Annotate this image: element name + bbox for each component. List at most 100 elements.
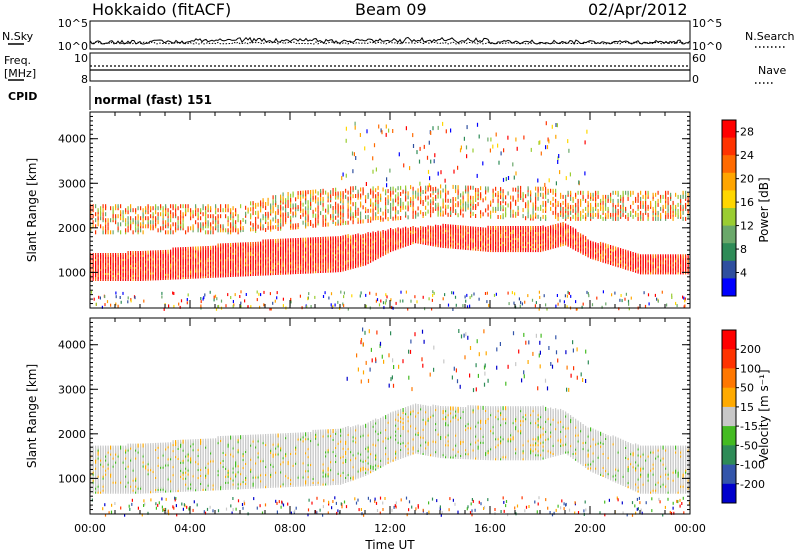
power-echo-cell [202, 212, 204, 217]
power-echo-cell [225, 271, 227, 276]
power-echo-cell [535, 200, 537, 205]
power-noise-cell [244, 299, 246, 303]
nsearch-tick-top: 10^5 [692, 17, 722, 30]
power-echo-cell [607, 212, 609, 217]
power-echo-cell [152, 224, 154, 229]
power-noise-cell [511, 291, 513, 295]
power-sparse-cell [537, 178, 539, 183]
power-echo-cell [477, 239, 479, 243]
power-echo-cell [370, 202, 372, 207]
power-echo-cell [530, 232, 532, 237]
power-noise-cell [322, 295, 325, 298]
power-echo-cell [492, 232, 494, 237]
power-echo-cell [592, 192, 594, 197]
power-echo-cell [500, 187, 502, 192]
power-echo-cell [640, 196, 642, 201]
power-echo-cell [250, 242, 252, 247]
power-noise-cell [484, 292, 487, 295]
power-echo-cell [370, 246, 372, 251]
power-echo-cell [227, 228, 229, 233]
power-noise-cell [376, 298, 379, 302]
power-echo-cell [540, 186, 542, 191]
power-echo-cell [457, 189, 459, 194]
power-echo-cell [500, 201, 502, 206]
power-echo-cell [152, 262, 154, 267]
power-sparse-cell [476, 122, 479, 127]
power-echo-cell [117, 222, 119, 227]
power-noise-cell [399, 299, 401, 303]
power-echo-cell [307, 222, 309, 227]
power-echo-cell [537, 186, 539, 191]
power-echo-cell [497, 191, 499, 195]
power-echo-cell [302, 212, 304, 217]
power-echo-cell [640, 210, 642, 215]
power-echo-cell [95, 224, 97, 229]
power-noise-cell [444, 293, 446, 297]
power-echo-cell [160, 212, 162, 217]
power-echo-cell [467, 203, 469, 208]
power-echo-cell [530, 214, 532, 219]
power-echo-cell [102, 253, 104, 257]
power-echo-cell [430, 193, 432, 198]
power-echo-cell [127, 228, 129, 233]
power-echo-cell [552, 202, 554, 207]
power-echo-cell [530, 226, 532, 230]
power-echo-cell [222, 243, 224, 248]
power-echo-cell [117, 226, 119, 231]
power-echo-cell [395, 194, 397, 199]
power-sparse-cell [419, 181, 421, 186]
power-echo-cell [520, 190, 522, 194]
power-echo-cell [465, 225, 467, 230]
power-echo-cell [610, 192, 612, 197]
power-echo-cell [537, 226, 539, 230]
power-echo-cell [105, 224, 107, 229]
power-echo-cell [462, 225, 464, 230]
power-echo-cell [220, 208, 222, 213]
power-echo-cell [360, 234, 362, 239]
power-noise-cell [661, 290, 663, 294]
power-echo-cell [565, 194, 567, 199]
power-echo-cell [315, 213, 317, 218]
power-echo-cell [287, 238, 289, 243]
power-echo-cell [500, 215, 502, 220]
power-echo-cell [612, 198, 614, 203]
power-echo-cell [242, 226, 244, 230]
power-echo-cell [172, 230, 174, 235]
power-echo-cell [250, 207, 252, 212]
power-echo-cell [445, 204, 447, 209]
power-noise-cell [431, 298, 433, 302]
power-echo-cell [170, 251, 172, 256]
power-echo-cell [497, 203, 499, 207]
power-echo-cell [592, 212, 594, 217]
power-echo-cell [575, 202, 577, 207]
power-echo-cell [660, 266, 662, 271]
power-echo-cell [395, 198, 397, 203]
power-noise-cell [375, 292, 377, 296]
power-echo-cell [575, 214, 577, 219]
power-echo-cell [397, 216, 399, 221]
power-noise-cell [200, 297, 202, 300]
power-noise-cell [110, 303, 112, 307]
power-echo-cell [595, 242, 597, 247]
power-echo-cell [685, 194, 687, 199]
power-echo-cell [562, 200, 564, 205]
power-echo-cell [495, 186, 497, 191]
power-echo-cell [550, 200, 552, 205]
power-echo-cell [322, 196, 324, 201]
power-echo-cell [205, 246, 207, 251]
power-echo-cell [405, 226, 407, 231]
power-echo-cell [510, 201, 512, 206]
power-echo-cell [237, 214, 239, 219]
power-echo-cell [487, 225, 489, 230]
power-noise-cell [471, 294, 473, 298]
power-noise-cell [351, 294, 353, 298]
power-noise-cell [513, 301, 515, 305]
power-echo-cell [192, 246, 194, 251]
power-echo-cell [115, 253, 117, 257]
power-echo-cell [360, 187, 362, 192]
power-echo-cell [582, 234, 584, 239]
power-echo-cell [637, 198, 639, 203]
power-echo-cell [562, 194, 564, 199]
power-echo-cell [257, 241, 259, 246]
power-echo-cell [622, 202, 624, 207]
